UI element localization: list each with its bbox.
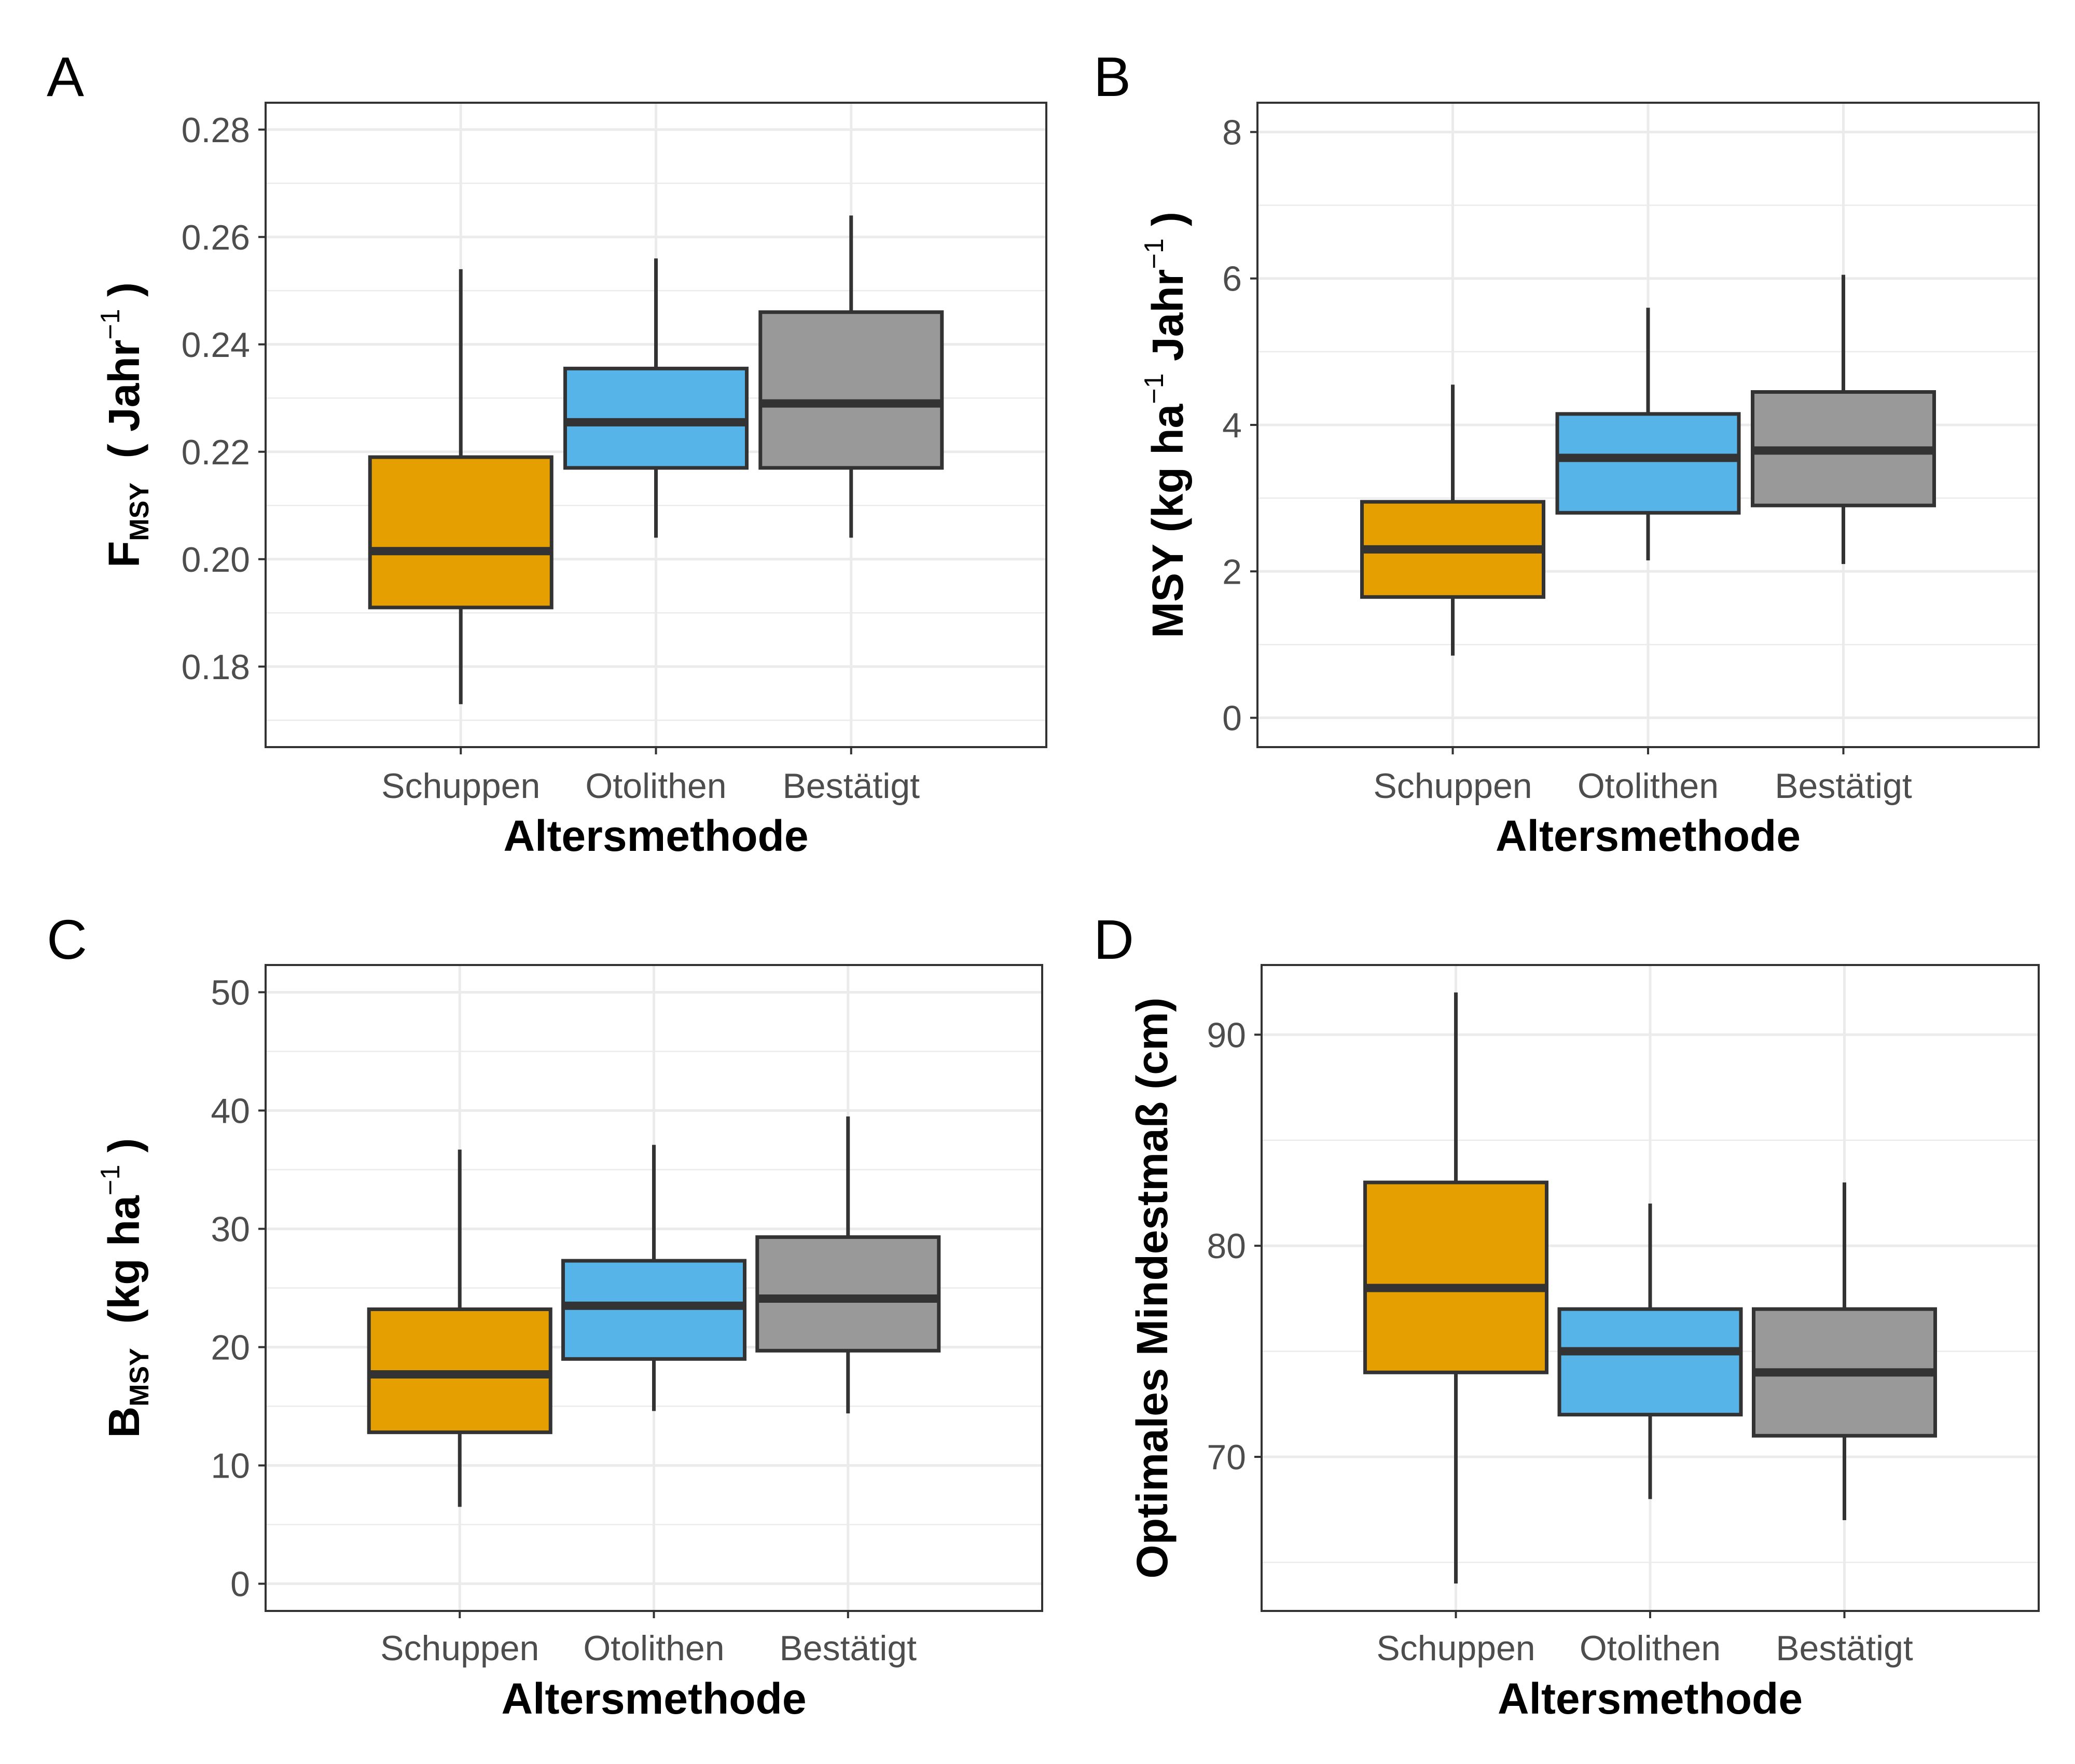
y-tick-label: 90 xyxy=(1207,1015,1246,1055)
y-tick-label: 40 xyxy=(211,1091,250,1131)
x-tick-label: Otolithen xyxy=(583,1629,724,1668)
y-tick-label: 50 xyxy=(211,973,250,1012)
panel-a: 0.18 0.20 0.22 0.24 0.26 0.28 Schuppen Otolithe… xyxy=(47,45,1047,860)
box-iqr xyxy=(1557,1307,1743,1417)
x-tick-label: Schuppen xyxy=(1373,766,1532,806)
y-axis-title: MSY (kg ha−1 Jahr−1 ) xyxy=(1139,212,1192,638)
y-tick-label: 0.20 xyxy=(182,540,250,580)
box-bestätigt xyxy=(1751,274,1936,564)
y-tick-label: 0 xyxy=(1222,699,1242,738)
x-tick-label: Bestätigt xyxy=(782,766,920,806)
panel-c: 0 10 20 30 40 50 Schuppen Otolithen Bestätigt Alt… xyxy=(47,908,1043,1723)
x-axis-title: Altersmethode xyxy=(1496,811,1801,860)
y-tick-label: 20 xyxy=(211,1328,250,1368)
x-tick-label: Bestätigt xyxy=(1776,1629,1913,1668)
panel-letter: B xyxy=(1094,45,1131,108)
y-tick-label: 2 xyxy=(1222,552,1242,591)
y-tick-label: 0.18 xyxy=(182,647,250,687)
box-iqr xyxy=(368,455,554,610)
y-tick-label: 0.28 xyxy=(182,111,250,150)
y-tick-label: 70 xyxy=(1207,1438,1246,1477)
x-tick-label: Otolithen xyxy=(1580,1629,1721,1668)
box-otolithen xyxy=(563,258,749,538)
x-tick-label: Schuppen xyxy=(1376,1629,1535,1668)
y-axis-title: BMSY (kg ha−1 ) xyxy=(95,1138,155,1438)
box-iqr xyxy=(758,310,944,470)
x-axis-title: Altersmethode xyxy=(503,811,808,860)
box-iqr xyxy=(1555,412,1741,515)
x-tick-label: Schuppen xyxy=(381,766,540,806)
y-tick-label: 30 xyxy=(211,1209,250,1249)
box-iqr xyxy=(1363,1180,1548,1374)
y-tick-label: 10 xyxy=(211,1446,250,1486)
box-schuppen xyxy=(367,1149,552,1507)
x-axis-title: Altersmethode xyxy=(1498,1674,1803,1723)
box-bestätigt xyxy=(1752,1182,1937,1521)
x-tick-label: Otolithen xyxy=(585,766,726,806)
panel-letter: C xyxy=(47,908,87,971)
y-tick-label: 0 xyxy=(230,1565,250,1604)
box-otolithen xyxy=(561,1145,746,1411)
x-axis-title: Altersmethode xyxy=(501,1674,806,1723)
box-otolithen xyxy=(1557,1203,1743,1499)
y-axis-title: FMSY ( Jahr−1 ) xyxy=(95,282,155,568)
panel-letter: D xyxy=(1094,908,1134,971)
box-schuppen xyxy=(368,269,554,705)
x-tick-label: Bestätigt xyxy=(1775,766,1912,806)
box-otolithen xyxy=(1555,308,1741,561)
box-schuppen xyxy=(1360,384,1545,656)
x-tick-label: Bestätigt xyxy=(779,1629,917,1668)
y-tick-label: 8 xyxy=(1222,113,1242,152)
box-iqr xyxy=(755,1235,941,1353)
y-tick-label: 4 xyxy=(1222,406,1242,445)
box-bestätigt xyxy=(755,1116,941,1414)
x-tick-label: Otolithen xyxy=(1578,766,1719,806)
panel-letter: A xyxy=(47,45,84,108)
y-tick-label: 6 xyxy=(1222,259,1242,299)
y-tick-label: 0.24 xyxy=(182,325,250,365)
box-schuppen xyxy=(1363,992,1548,1584)
y-axis-title: Optimales Mindestmaß (cm) xyxy=(1128,997,1177,1578)
x-tick-label: Schuppen xyxy=(380,1629,539,1668)
box-bestätigt xyxy=(758,215,944,538)
panel-b: 0 2 4 6 8 Schuppen Otolithen Bestätigt Altersmet… xyxy=(1094,45,2040,860)
y-tick-label: 0.26 xyxy=(182,218,250,257)
panel-d: 70 80 90 Schuppen Otolithen Bestätigt Altersme… xyxy=(1094,908,2040,1723)
y-tick-label: 80 xyxy=(1207,1226,1246,1266)
y-tick-label: 0.22 xyxy=(182,433,250,472)
